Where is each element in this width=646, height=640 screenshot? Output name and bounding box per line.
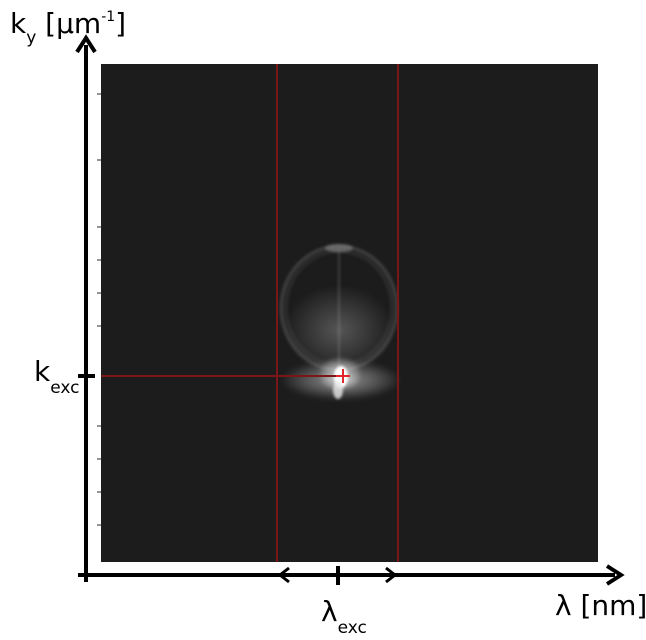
k-exc-label: kexc	[34, 355, 80, 397]
excitation-cross-icon	[336, 369, 350, 383]
y-axis-unit-open: [µm	[36, 7, 102, 40]
k-exc-subscript: exc	[50, 378, 80, 398]
lambda-exc-subscript: exc	[337, 618, 367, 638]
y-axis-symbol: k	[10, 7, 27, 40]
x-axis-title: λ [nm]	[555, 592, 646, 620]
x-axis-unit: [nm]	[571, 589, 646, 622]
lambda-range-arrow	[277, 566, 398, 584]
lambda-exc-label: λexc	[321, 595, 367, 637]
y-axis-title: ky [µm-1]	[10, 7, 127, 47]
y-axis-unit-close: ]	[115, 7, 127, 40]
lambda-exc-symbol: λ	[321, 595, 338, 628]
k-exc-symbol: k	[34, 355, 51, 388]
y-axis	[75, 34, 97, 582]
y-axis-ticks	[97, 93, 101, 526]
y-axis-unit-sup: -1	[101, 9, 116, 25]
x-axis-symbol: λ	[555, 589, 572, 622]
emission-glow	[284, 285, 394, 375]
y-axis-subscript: y	[26, 28, 37, 48]
